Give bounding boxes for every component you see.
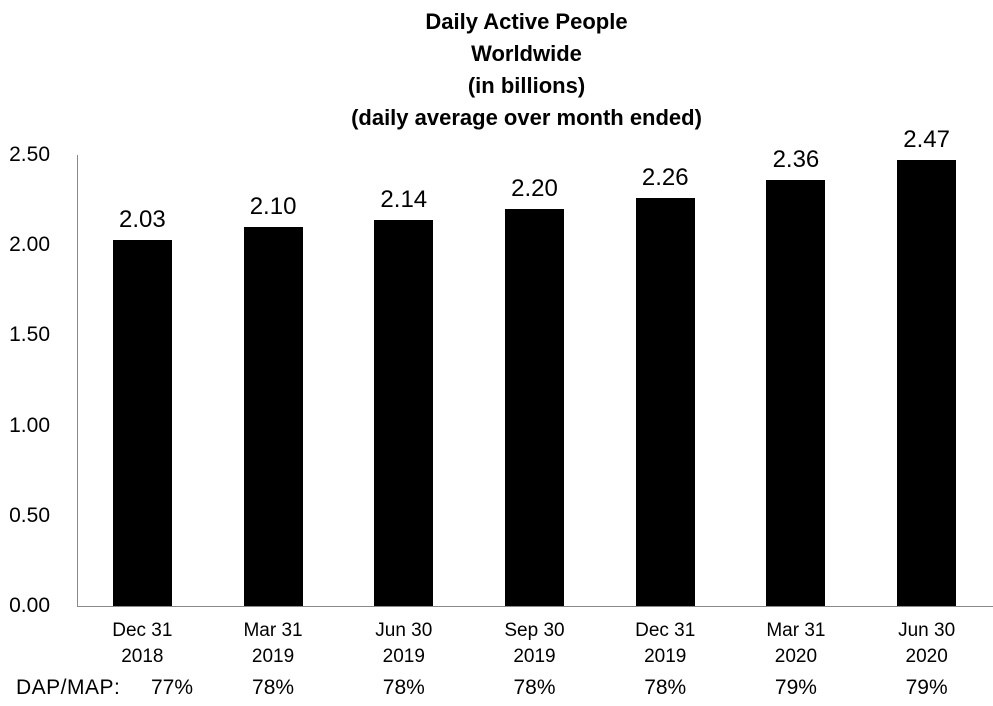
dap-map-label: DAP/MAP: <box>16 676 121 699</box>
x-axis-label: Jun 30 2019 <box>339 618 469 670</box>
dap-map-value: 79% <box>774 676 817 699</box>
bar <box>243 227 303 606</box>
x-axis-label: Dec 31 2019 <box>600 618 730 670</box>
x-axis-label: Mar 31 2020 <box>731 618 861 670</box>
x-axis-label-line: Dec 31 <box>112 620 173 641</box>
x-axis-label-line: 2019 <box>513 646 556 667</box>
x-axis-label-line: Sep 30 <box>504 620 565 641</box>
x-axis-label-line: Jun 30 <box>375 620 433 641</box>
x-axis-label-line: Dec 31 <box>635 620 696 641</box>
bar-value-label: 2.14 <box>380 185 428 213</box>
dap-map-value: 78% <box>513 676 556 699</box>
dap-map-value: 78% <box>644 676 687 699</box>
bar <box>505 209 564 606</box>
bar-value-label: 2.26 <box>641 164 689 192</box>
bar-value-label: 2.10 <box>249 193 297 221</box>
bar <box>112 239 172 606</box>
x-axis-label: Jun 30 2020 <box>862 618 992 670</box>
x-axis-label-line: 2018 <box>121 646 164 667</box>
bar <box>897 160 957 606</box>
y-tick-label: 1.50 <box>9 323 50 347</box>
chart-title-line-1: Daily Active People <box>425 9 628 34</box>
dap-map-value: 78% <box>382 676 425 699</box>
bar <box>766 180 826 606</box>
bar <box>635 198 695 606</box>
bar-value-label: 2.20 <box>511 175 558 203</box>
x-axis-label-line: 2019 <box>382 646 425 667</box>
plot-area <box>77 155 993 607</box>
chart-title: Daily Active People Worldwide (in billio… <box>60 6 993 134</box>
chart-title-line-3: (in billions) <box>467 73 586 98</box>
y-tick-label: 2.50 <box>9 143 50 166</box>
x-axis-label: Dec 31 2018 <box>77 618 207 670</box>
bar <box>374 219 434 606</box>
chart-title-line-4: (daily average over month ended) <box>351 105 702 130</box>
x-axis-label: Sep 30 2019 <box>470 618 600 670</box>
dap-map-value: 77% <box>150 676 194 699</box>
bar-value-label: 2.03 <box>118 205 166 233</box>
x-axis-label-line: Mar 31 <box>243 620 303 641</box>
dap-map-value: 78% <box>252 676 295 699</box>
x-axis-label-line: 2019 <box>644 646 687 667</box>
x-axis-label-line: 2019 <box>251 646 295 667</box>
x-axis-label-line: 2020 <box>905 646 948 667</box>
y-tick-label: 0.50 <box>9 503 50 527</box>
dap-map-value: 79% <box>905 676 948 699</box>
y-tick-label: 1.00 <box>9 413 50 437</box>
x-axis-label-line: 2020 <box>774 646 818 667</box>
bar-value-label: 2.36 <box>772 146 820 174</box>
x-axis-label: Mar 31 2019 <box>208 618 338 670</box>
y-tick-label: 0.00 <box>9 594 50 617</box>
chart-title-line-2: Worldwide <box>471 41 582 66</box>
y-tick-label: 2.00 <box>9 233 50 257</box>
x-axis-label-line: Mar 31 <box>766 620 826 641</box>
bar-value-label: 2.47 <box>903 126 950 154</box>
x-axis-label-line: Jun 30 <box>898 620 956 641</box>
